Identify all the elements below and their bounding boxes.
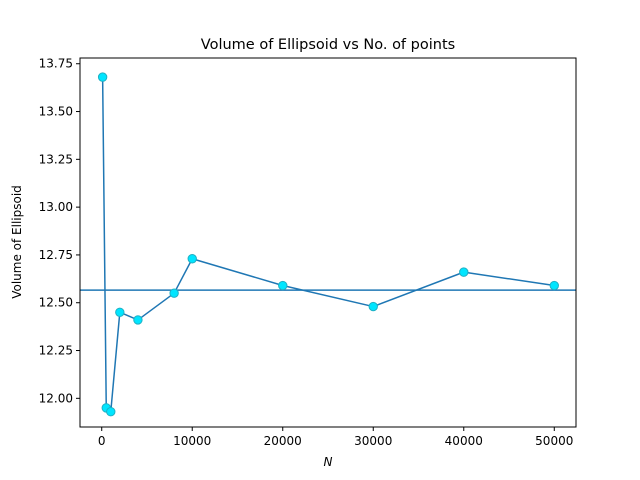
x-tick-label: 30000 [354,434,392,448]
data-point [278,280,288,291]
data-point [187,254,197,264]
y-axis-ticks: 12.00 12.25 12.50 12.75 13.00 13.25 13.50 13.75 [39,57,80,405]
plot-area [80,72,576,417]
y-tick-label: 13.25 [39,152,73,166]
data-point [459,267,469,277]
y-tick-label: 12.75 [39,248,73,262]
data-point [115,307,125,317]
data-point [133,315,143,325]
y-axis-label: Volume of Ellipsoid [10,185,24,299]
data-point [368,301,378,312]
x-tick-label: 50000 [535,434,573,448]
y-tick-label: 13.50 [39,105,73,119]
x-tick-label: 40000 [445,434,483,448]
data-point [169,288,179,298]
x-axis-ticks: 0 10000 20000 30000 40000 50000 [98,427,573,448]
data-point [549,280,559,291]
y-tick-label: 13.75 [39,57,73,71]
plot-frame [79,57,577,428]
y-tick-label: 13.00 [39,200,73,214]
x-tick-label: 20000 [264,434,302,448]
y-tick-label: 12.50 [39,296,73,310]
x-axis-label: N [324,455,333,469]
data-point [97,72,108,82]
x-tick-label: 0 [98,434,106,448]
chart-title: Volume of Ellipsoid vs No. of points [201,37,455,53]
y-tick-label: 12.00 [39,391,73,405]
x-tick-label: 10000 [173,434,211,448]
data-point [106,407,116,417]
y-tick-label: 12.25 [39,344,73,358]
